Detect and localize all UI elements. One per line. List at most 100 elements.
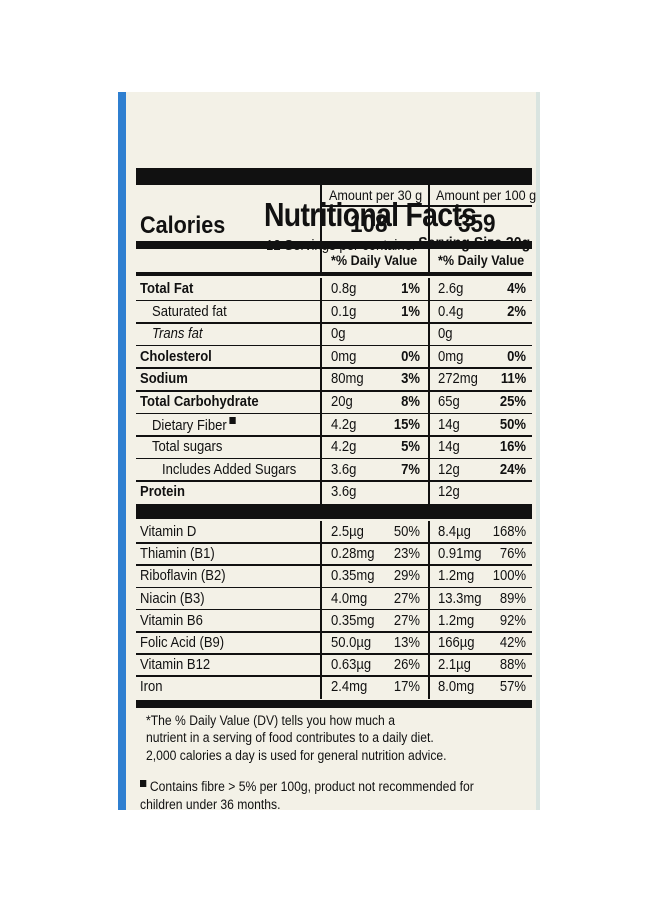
nutrient-name: Protein [140, 484, 185, 501]
amount-per100: 2.1µg [438, 657, 471, 674]
column-divider [428, 676, 430, 699]
daily-value-footnote: nutrient in a serving of food contribute… [146, 730, 434, 746]
dv-per100: 4% [507, 281, 526, 297]
amount-per100: 0mg [438, 348, 464, 365]
column-divider [320, 413, 322, 437]
row-rule [136, 631, 532, 633]
nutrient-name: Total Fat [140, 281, 194, 297]
column-divider [320, 368, 322, 391]
dv-per100: 42% [499, 635, 526, 651]
dv-per30: 29% [393, 568, 420, 585]
vitamin-name: Vitamin B6 [140, 612, 203, 629]
amount-per100: 0.91mg [438, 546, 482, 563]
amount-per30: 0.35mg [331, 568, 375, 585]
amount-per100: 2.6g [438, 281, 464, 297]
amount-per30: 3.6g [331, 484, 357, 501]
dv-per100: 100% [492, 568, 526, 585]
package-edge-blue [118, 92, 126, 810]
dv-per100: 24% [499, 461, 526, 478]
dv-per100: 88% [499, 657, 526, 674]
column-divider [320, 345, 322, 369]
amount-per100: 272mg [438, 371, 478, 388]
vitamin-name: Vitamin D [140, 524, 197, 540]
label-title: Nutritional Facts [264, 196, 477, 233]
nutrient-name: Trans fat [152, 326, 203, 343]
amount-per30: 0mg [331, 348, 357, 365]
column-divider [428, 300, 430, 324]
fibre-note: Contains fibre > 5% per 100g, product no… [140, 778, 474, 796]
amount-per100: 14g [438, 416, 460, 433]
column-divider [320, 278, 322, 301]
amount-per100: 12g [438, 484, 460, 501]
top-divider-bar [136, 168, 532, 185]
row-rule [136, 564, 532, 566]
row-rule [136, 586, 532, 589]
row-rule [136, 299, 532, 302]
dv-per30: 13% [393, 635, 420, 651]
column-divider [320, 654, 322, 677]
dv-per30: 15% [393, 416, 420, 433]
nutrient-name: Total sugars [152, 439, 223, 456]
column-divider [428, 521, 430, 544]
dv-divider-bar [136, 272, 532, 276]
column-divider [320, 521, 322, 544]
nutrient-name: Includes Added Sugars [162, 461, 297, 478]
dv-per100: 89% [499, 590, 526, 607]
calories-per30: 108 [350, 210, 388, 238]
dv-per100: 2% [507, 303, 526, 320]
amount-per30: 0g [331, 326, 346, 343]
nutrient-name: Total Carbohydrate [140, 394, 259, 410]
column-divider [320, 587, 322, 610]
amount-per100: 13.3mg [438, 590, 482, 607]
dv-per100: 25% [499, 394, 526, 410]
column-divider [320, 323, 322, 346]
nutrition-label: Nutritional Facts 12 Servings per contai… [126, 92, 536, 812]
column-divider [320, 632, 322, 655]
amount-per30: 50.0µg [331, 635, 372, 651]
amount-per30: 0.63µg [331, 657, 372, 674]
column-divider [428, 205, 430, 243]
calories-label: Calories [140, 212, 226, 239]
column-divider [320, 205, 322, 243]
column-header-per30: Amount per 30 g [329, 187, 423, 203]
row-rule [136, 435, 532, 437]
amount-per30: 4.0mg [331, 590, 368, 607]
dv-header-per100: *% Daily Value [438, 252, 525, 268]
amount-per30: 4.2g [331, 416, 357, 433]
amount-per30: 0.28mg [331, 546, 375, 563]
fibre-marker-icon [140, 780, 147, 788]
nutrient-name: Saturated fat [152, 303, 227, 320]
daily-value-footnote: *The % Daily Value (DV) tells you how mu… [146, 712, 395, 728]
vitamin-divider-bar [136, 504, 532, 519]
column-divider [428, 543, 430, 566]
amount-per100: 1.2mg [438, 568, 475, 585]
amount-per30: 3.6g [331, 461, 357, 478]
column-divider [428, 632, 430, 655]
dv-per30: 27% [393, 590, 420, 607]
column-divider [428, 249, 430, 273]
amount-per100: 12g [438, 461, 460, 478]
vitamin-name: Iron [140, 679, 163, 696]
amount-per30: 0.1g [331, 303, 357, 320]
dv-per30: 7% [401, 461, 420, 478]
amount-per100: 8.0mg [438, 679, 475, 696]
column-divider [320, 565, 322, 588]
dv-per30: 3% [401, 371, 420, 388]
amount-per100: 0g [438, 326, 453, 343]
column-divider [428, 565, 430, 588]
dv-per100: 50% [499, 416, 526, 433]
amount-per30: 80mg [331, 371, 364, 388]
column-divider [428, 368, 430, 391]
column-divider [428, 587, 430, 610]
row-rule [136, 480, 532, 482]
fibre-note: children under 36 months. [140, 796, 280, 814]
amount-per100: 8.4µg [438, 524, 471, 540]
row-rule [136, 344, 532, 347]
column-divider [428, 436, 430, 459]
row-rule [136, 412, 532, 415]
dv-per100: 11% [500, 371, 526, 388]
dv-per30: 26% [393, 657, 420, 674]
column-divider [428, 458, 430, 482]
column-divider [428, 185, 430, 207]
amount-per100: 65g [438, 394, 460, 410]
